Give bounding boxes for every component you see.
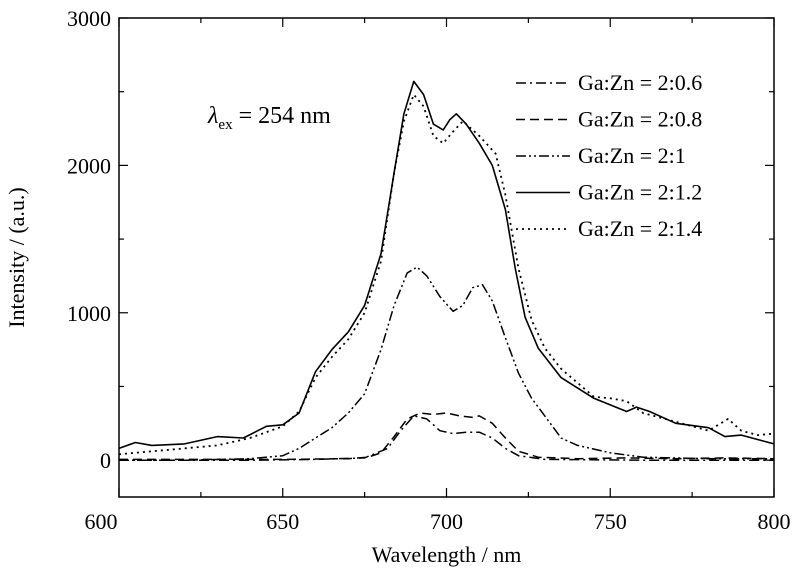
x-tick-label: 600	[85, 509, 118, 534]
series-line-4	[118, 80, 775, 450]
legend-label: Ga:Zn = 2:1.2	[578, 180, 702, 205]
series-line-2	[119, 412, 775, 461]
x-tick-label: 750	[594, 509, 627, 534]
x-tick-label: 800	[758, 509, 791, 534]
ticks-layer: 600 650 700 750 800 0 1000 2000 3000	[67, 6, 791, 534]
y-tick-label: 0	[100, 448, 111, 473]
annotation-subscript: ex	[218, 117, 233, 133]
legend: Ga:Zn = 2:0.6 Ga:Zn = 2:0.8 Ga:Zn = 2:1 Ga:…	[516, 70, 702, 241]
y-axis-label: Intensity / (a.u.)	[4, 187, 29, 328]
legend-label: Ga:Zn = 2:0.8	[578, 107, 702, 132]
excitation-annotation: λex = 254 nm	[207, 103, 331, 133]
x-tick-label: 700	[430, 509, 463, 534]
annotation-symbol: λ	[207, 103, 218, 129]
x-axis-label: Wavelength / nm	[372, 542, 522, 567]
y-tick-label: 3000	[67, 6, 111, 31]
legend-label: Ga:Zn = 2:1	[578, 143, 686, 168]
series-layer	[118, 80, 775, 461]
legend-label: Ga:Zn = 2:0.6	[578, 70, 702, 95]
x-tick-label: 650	[266, 509, 299, 534]
annotation-value: = 254 nm	[233, 103, 332, 129]
series-line-5	[118, 93, 775, 456]
legend-label: Ga:Zn = 2:1.4	[578, 216, 702, 241]
series-line-3	[119, 266, 774, 461]
y-tick-label: 2000	[67, 153, 111, 178]
y-tick-label: 1000	[67, 301, 111, 326]
